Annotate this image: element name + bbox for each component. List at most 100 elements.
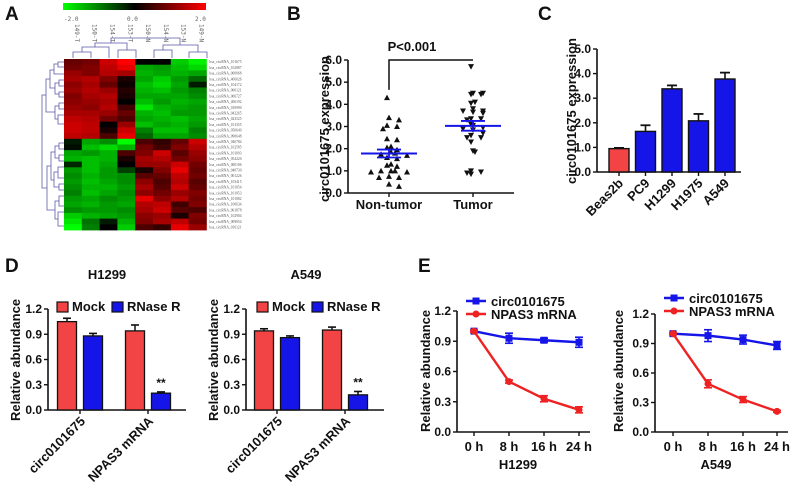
heatmap-cell: [64, 59, 83, 66]
heatmap-cell: [188, 98, 207, 105]
scatter-point: [478, 135, 484, 141]
heatmap-cell: [135, 70, 154, 77]
heatmap-cell: [81, 116, 100, 123]
heatmap-cell: [188, 70, 207, 77]
heatmap-cell: [188, 138, 207, 145]
bar: [661, 88, 683, 173]
heatmap-cell: [153, 110, 172, 117]
bar: [279, 336, 301, 411]
heatmap-cell: [188, 184, 207, 191]
heatmap-cell: [153, 161, 172, 168]
heatmap-cell: [117, 59, 136, 66]
heatmap-cell: [81, 87, 100, 94]
p-value-annotation: P<0.001: [388, 39, 437, 54]
heatmap-row-label: hsa_circRNA_104172: [209, 83, 241, 87]
data-point: [773, 341, 781, 349]
y-tick-label: 4.0: [574, 67, 591, 81]
bar: [124, 330, 146, 411]
heatmap-cell: [170, 93, 189, 100]
heatmap-row-label: hsa_circRNA_101093: [209, 151, 241, 155]
heatmap-cell: [188, 87, 207, 94]
heatmap-cell: [64, 150, 83, 157]
data-point: [773, 407, 781, 415]
heatmap-cell: [117, 184, 136, 191]
heatmap-cell: [64, 190, 83, 197]
heatmap-cell: [64, 64, 83, 71]
heatmap-cell: [99, 167, 118, 174]
y-tick-label: 1.2: [223, 302, 240, 316]
heatmap-cell: [135, 81, 154, 88]
heatmap-cell: [153, 127, 172, 134]
heatmap-row-label: hsa_circRNA_102585: [209, 146, 241, 150]
heatmap-cell: [99, 110, 118, 117]
heatmap-cell: [117, 161, 136, 168]
heatmap-cell: [81, 144, 100, 151]
x-axis-label-e1: H1299: [499, 457, 537, 472]
heatmap-cell: [170, 212, 189, 219]
row-dendrogram-branch: [58, 195, 64, 207]
heatmap-cell: [153, 138, 172, 145]
heatmap-cell: [170, 173, 189, 180]
panel-d2-title: A549: [290, 267, 321, 282]
scatter-point: [480, 130, 486, 137]
legend-swatch: [311, 301, 324, 313]
heatmap-column-label: 153-N: [180, 24, 187, 42]
heatmap-cell: [117, 133, 136, 140]
heatmap-cell: [170, 133, 189, 140]
heatmap-cell: [170, 121, 189, 128]
x-tick-label: 24 h: [566, 439, 592, 454]
scatter-point: [404, 168, 410, 175]
data-point: [505, 334, 513, 342]
heatmap-cell: [64, 116, 83, 123]
scatter-point: [478, 116, 484, 122]
y-tick-label: 1.2: [25, 302, 42, 316]
heatmap-cell: [153, 121, 172, 128]
heatmap-row-label: hsa_circRNA_102887: [209, 66, 241, 70]
heatmap-cell: [117, 70, 136, 77]
y-tick-label: 0.9: [223, 327, 240, 341]
heatmap-cell: [188, 161, 207, 168]
scatter-point: [386, 114, 392, 121]
column-dendrogram-branch: [94, 42, 128, 50]
legend-label: Mock: [272, 299, 306, 314]
column-dendrogram-branch: [153, 49, 173, 58]
legend-label: NPAS3 mRNA: [689, 304, 775, 319]
heatmap-cell: [188, 59, 207, 66]
row-dendrogram-branch: [58, 79, 64, 87]
heatmap-cell: [170, 144, 189, 151]
legend-label: circ0101675: [689, 291, 763, 306]
heatmap-row-label: hsa_circRNA_000121: [209, 89, 241, 93]
legend-marker: [472, 297, 480, 305]
heatmap-cell: [117, 110, 136, 117]
heatmap-cell: [135, 133, 154, 140]
heatmap-cell: [64, 138, 83, 145]
column-dendrogram-branch: [72, 51, 92, 58]
scatter-point: [386, 181, 392, 187]
heatmap-cell: [135, 87, 154, 94]
legend-marker: [670, 307, 678, 315]
heatmap-cell: [99, 218, 118, 225]
heatmap-cell: [99, 178, 118, 185]
colorbar-min-label: -2.0: [64, 16, 79, 23]
heatmap-row-label: hsa_circRNA_101355: [209, 123, 241, 127]
bar: [608, 147, 630, 173]
significance-marker: **: [156, 376, 166, 390]
heatmap-cell: [135, 138, 154, 145]
heatmap-cell: [135, 121, 154, 128]
heatmap-row-label: hsa_circRNA_000068: [209, 72, 241, 76]
heatmap-cell: [64, 218, 83, 225]
row-dendrogram-branch: [41, 94, 47, 189]
heatmap-row-label: hsa_circRNA_009054: [209, 220, 241, 224]
scatter-point: [468, 168, 474, 174]
scatter-point: [478, 91, 484, 98]
y-tick-label: 0.0: [574, 165, 591, 179]
heatmap-cell: [81, 167, 100, 174]
heatmap-cell: [153, 59, 172, 66]
heatmap-cell: [64, 110, 83, 117]
heatmap-cell: [99, 127, 118, 134]
heatmap-colorbar: [63, 3, 206, 10]
heatmap-cell: [64, 87, 83, 94]
column-dendrogram-branch: [188, 51, 208, 58]
heatmap-cell: [64, 167, 83, 174]
colorbar-mid-label: 0.0: [127, 16, 138, 23]
